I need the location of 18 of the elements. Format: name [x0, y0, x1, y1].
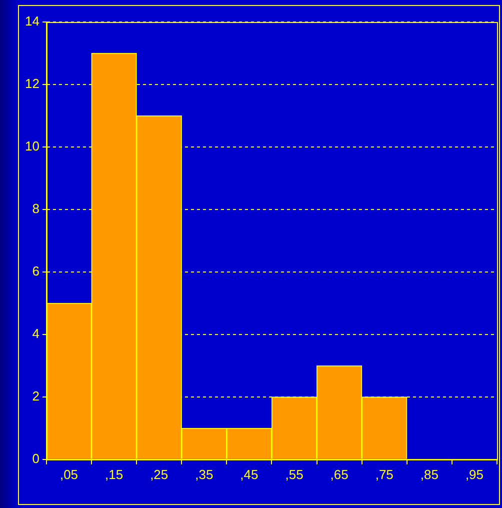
x-tick-label: ,35	[195, 466, 214, 482]
x-tick-label: ,05	[60, 466, 78, 482]
x-tick-label: ,75	[375, 466, 394, 482]
x-tick-label: ,55	[285, 466, 304, 482]
x-tick-label: ,65	[330, 466, 348, 482]
x-tick-label: ,45	[240, 466, 258, 482]
y-tick-label: 0	[32, 450, 40, 466]
x-tick-label: ,15	[105, 466, 124, 482]
x-tick-label: ,85	[420, 466, 438, 482]
y-tick-label: 8	[32, 201, 40, 216]
x-tick-label: ,25	[150, 466, 168, 482]
y-tick-label: 4	[32, 326, 40, 342]
y-tick-label: 12	[24, 76, 40, 92]
y-tick-label: 2	[32, 388, 40, 404]
y-tick-label: 14	[24, 14, 40, 29]
y-tick-label: 6	[32, 264, 40, 279]
y-tick-label: 10	[24, 138, 40, 154]
x-tick-label: ,95	[465, 466, 484, 482]
